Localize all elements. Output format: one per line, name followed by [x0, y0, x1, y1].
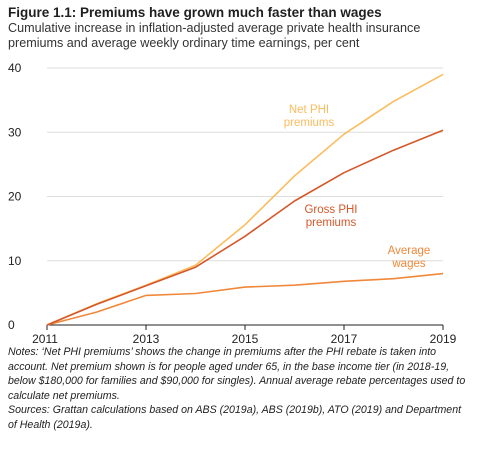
x-tick-label: 2017 [331, 332, 358, 345]
y-tick-label: 40 [8, 61, 22, 75]
chart-title: Figure 1.1: Premiums have grown much fas… [8, 5, 382, 20]
series-label: Net PHI [289, 104, 329, 116]
gridlines [47, 67, 443, 262]
axes [46, 324, 444, 330]
y-tick-label: 10 [8, 254, 22, 268]
series-lines [46, 73, 444, 326]
notes-text: Notes: ‘Net PHI premiums’ shows the chan… [8, 346, 466, 402]
series-label: premiums [284, 117, 335, 129]
x-tick-label: 2015 [232, 332, 259, 345]
y-tick-label: 20 [8, 190, 22, 204]
y-tick-label: 0 [8, 318, 15, 332]
series-label: premiums [306, 217, 357, 229]
y-tick-label: 30 [8, 125, 22, 139]
series-label: wages [391, 258, 425, 270]
series-line [46, 272, 444, 326]
x-tick-label: 2013 [133, 332, 160, 345]
notes-block: Notes: ‘Net PHI premiums’ shows the chan… [8, 345, 470, 432]
x-tick-label: 2011 [32, 332, 58, 345]
series-line [46, 129, 444, 326]
y-tick-labels: 0 10 20 30 40 [8, 61, 22, 332]
chart-subtitle: Cumulative increase in inflation-adjuste… [8, 21, 421, 50]
x-tick-labels: 2011 2013 2015 2017 2019 [32, 332, 457, 345]
sources-text: Sources: Grattan calculations based on A… [8, 404, 462, 431]
series-label: Gross PHI [304, 204, 357, 216]
series-label: Average [388, 245, 431, 257]
x-tick-label: 2019 [430, 332, 457, 345]
